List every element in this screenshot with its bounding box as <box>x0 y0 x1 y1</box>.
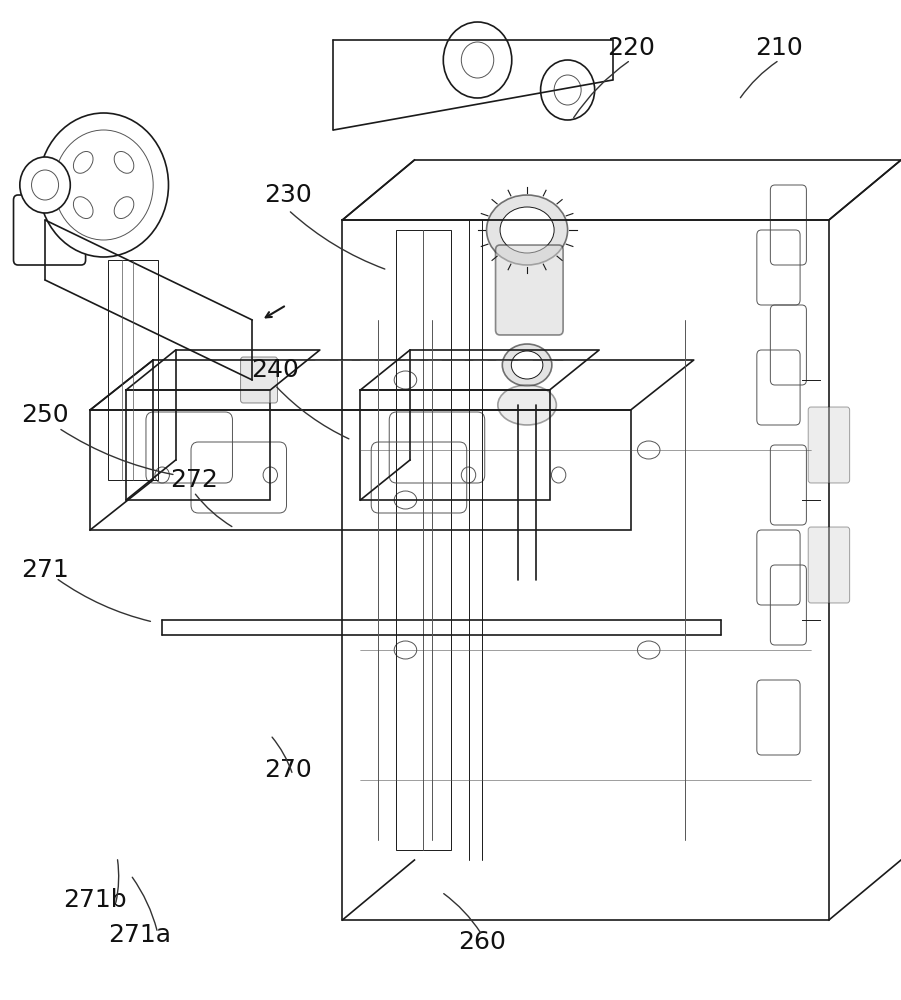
Bar <box>360 390 550 500</box>
FancyBboxPatch shape <box>808 527 850 603</box>
Text: 210: 210 <box>756 36 803 60</box>
FancyBboxPatch shape <box>241 357 278 403</box>
FancyBboxPatch shape <box>496 245 563 335</box>
Text: 271b: 271b <box>63 888 126 912</box>
Circle shape <box>20 157 70 213</box>
Ellipse shape <box>500 207 554 253</box>
Text: 272: 272 <box>169 468 218 492</box>
Bar <box>126 390 270 500</box>
Text: 270: 270 <box>265 758 312 782</box>
Ellipse shape <box>511 351 542 379</box>
Bar <box>342 220 829 920</box>
Bar <box>396 230 450 850</box>
Bar <box>108 260 158 480</box>
Text: 271: 271 <box>22 558 68 582</box>
Text: 271a: 271a <box>108 923 171 947</box>
Circle shape <box>541 60 595 120</box>
Circle shape <box>39 113 168 257</box>
Bar <box>90 410 631 530</box>
Ellipse shape <box>502 344 551 386</box>
Text: 250: 250 <box>22 403 68 427</box>
Text: 230: 230 <box>265 183 312 207</box>
Text: 220: 220 <box>606 36 655 60</box>
FancyBboxPatch shape <box>808 407 850 483</box>
Ellipse shape <box>487 195 568 265</box>
Text: 260: 260 <box>458 930 506 954</box>
Text: 240: 240 <box>250 358 299 382</box>
Ellipse shape <box>497 385 556 425</box>
Circle shape <box>443 22 512 98</box>
